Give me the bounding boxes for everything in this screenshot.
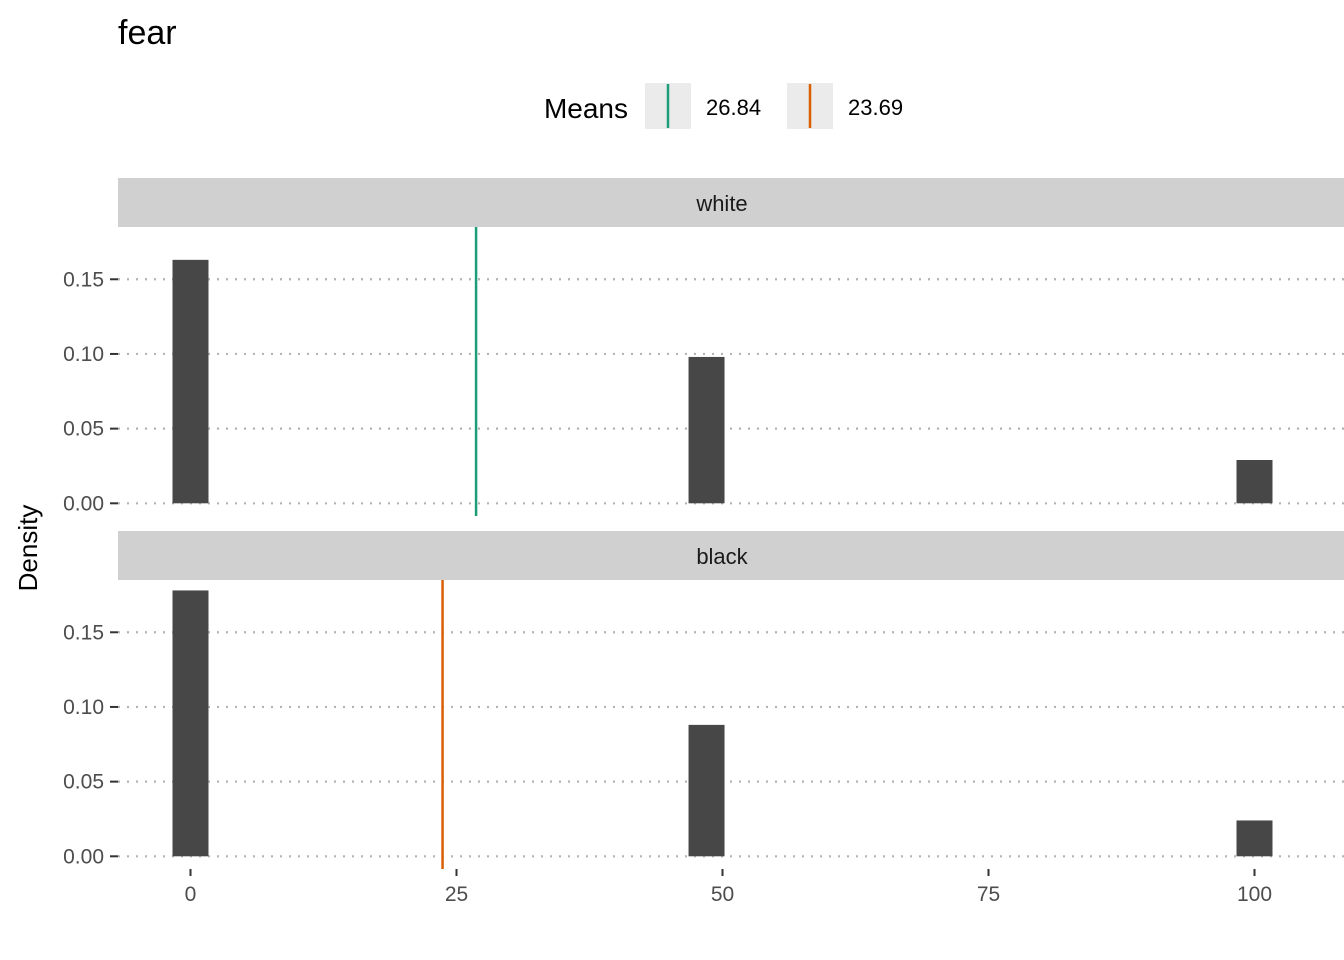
x-tick-label: 25 [445,883,468,906]
y-tick-label: 0.15 [63,621,104,644]
histogram-bar [688,724,725,857]
histogram-bar [172,590,209,857]
x-tick-label: 100 [1237,883,1272,906]
legend: Means 26.84 23.69 [544,83,903,129]
legend-label-2: 23.69 [848,95,903,120]
y-tick-label: 0.10 [63,343,104,366]
x-tick-label: 0 [185,883,197,906]
legend-title: Means [544,93,628,124]
y-tick-label: 0.10 [63,696,104,719]
y-tick-label: 0.00 [63,492,104,515]
panel-white: white 0.00 0.05 0.10 0.15 [63,178,1344,516]
histogram-bar [1236,820,1273,857]
y-axis-title: Density [13,505,43,592]
y-tick-label: 0.05 [63,418,104,441]
panel-black: black 0.00 0.05 0.10 0.15 [63,531,1344,869]
histogram-bar [1236,459,1273,504]
histogram-bar [688,356,725,504]
strip-label-black: black [696,544,748,569]
strip-white [118,178,1344,227]
strip-label-white: white [695,191,747,216]
x-axis: 0 25 50 75 100 [185,869,1272,906]
strip-black [118,531,1344,580]
x-tick-label: 75 [977,883,1000,906]
x-tick-label: 50 [711,883,734,906]
y-tick-label: 0.00 [63,845,104,868]
histogram-bar [172,259,209,504]
legend-label-1: 26.84 [706,95,761,120]
y-tick-label: 0.15 [63,268,104,291]
chart-title: fear [118,14,177,52]
y-tick-label: 0.05 [63,771,104,794]
